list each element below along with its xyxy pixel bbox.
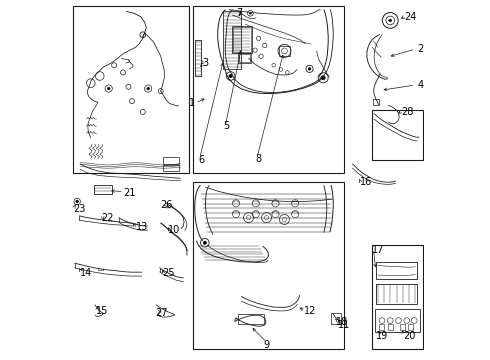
Circle shape [140, 109, 146, 114]
Text: 18: 18 [337, 317, 349, 327]
Bar [238, 53, 251, 63]
Text: 26: 26 [161, 200, 173, 210]
Circle shape [389, 19, 392, 22]
Circle shape [107, 87, 110, 90]
Bar [238, 314, 264, 324]
Circle shape [404, 318, 410, 323]
Bar [233, 27, 251, 51]
Text: 19: 19 [376, 331, 388, 341]
Text: 15: 15 [96, 306, 109, 316]
Text: 13: 13 [136, 222, 148, 231]
Circle shape [379, 318, 385, 323]
Bar [193, 182, 343, 348]
Bar [376, 262, 417, 279]
Text: 22: 22 [101, 213, 114, 222]
Circle shape [129, 99, 135, 104]
Bar [279, 45, 290, 56]
Circle shape [249, 12, 251, 14]
Text: 3: 3 [202, 58, 208, 68]
Text: 2: 2 [417, 44, 423, 54]
Text: 27: 27 [155, 308, 168, 318]
Bar [163, 157, 179, 164]
Text: 4: 4 [417, 80, 423, 90]
Bar [239, 54, 250, 62]
Circle shape [321, 76, 325, 80]
Circle shape [147, 87, 149, 90]
Circle shape [265, 216, 269, 220]
Bar [73, 6, 190, 173]
Text: 20: 20 [403, 331, 415, 341]
Text: 24: 24 [405, 12, 417, 22]
Text: 5: 5 [223, 121, 230, 131]
Circle shape [76, 200, 78, 203]
Bar [388, 324, 393, 330]
Text: 6: 6 [198, 155, 204, 165]
Bar [379, 324, 384, 330]
Circle shape [282, 48, 287, 54]
Bar [372, 244, 422, 348]
Bar [399, 324, 405, 330]
Bar [408, 324, 413, 330]
Circle shape [388, 318, 393, 323]
Circle shape [229, 74, 232, 78]
Text: 17: 17 [372, 245, 385, 255]
Circle shape [203, 241, 207, 244]
Bar [376, 284, 417, 304]
Circle shape [246, 216, 251, 220]
Text: 28: 28 [401, 107, 414, 117]
Bar [232, 26, 252, 53]
Bar [195, 40, 201, 76]
Bar [95, 185, 112, 194]
Text: 12: 12 [304, 306, 317, 316]
Text: 1: 1 [189, 98, 195, 108]
Bar [373, 99, 379, 105]
Text: 25: 25 [163, 268, 175, 278]
Text: 8: 8 [256, 154, 262, 164]
Bar [163, 165, 179, 171]
Circle shape [112, 63, 117, 68]
Bar [375, 309, 419, 332]
Circle shape [308, 67, 311, 70]
Circle shape [412, 318, 417, 323]
Bar [372, 110, 422, 160]
Text: 14: 14 [80, 268, 92, 278]
Circle shape [395, 318, 401, 323]
Text: 16: 16 [360, 177, 372, 187]
Text: 10: 10 [168, 225, 180, 235]
Text: 9: 9 [264, 340, 270, 350]
Circle shape [126, 84, 131, 89]
Circle shape [282, 217, 287, 222]
Text: 7: 7 [236, 8, 242, 18]
Text: 21: 21 [123, 188, 135, 198]
Bar [193, 6, 343, 173]
Text: 23: 23 [73, 204, 85, 214]
Circle shape [121, 70, 125, 75]
Text: 11: 11 [338, 320, 350, 330]
Bar [331, 314, 341, 324]
